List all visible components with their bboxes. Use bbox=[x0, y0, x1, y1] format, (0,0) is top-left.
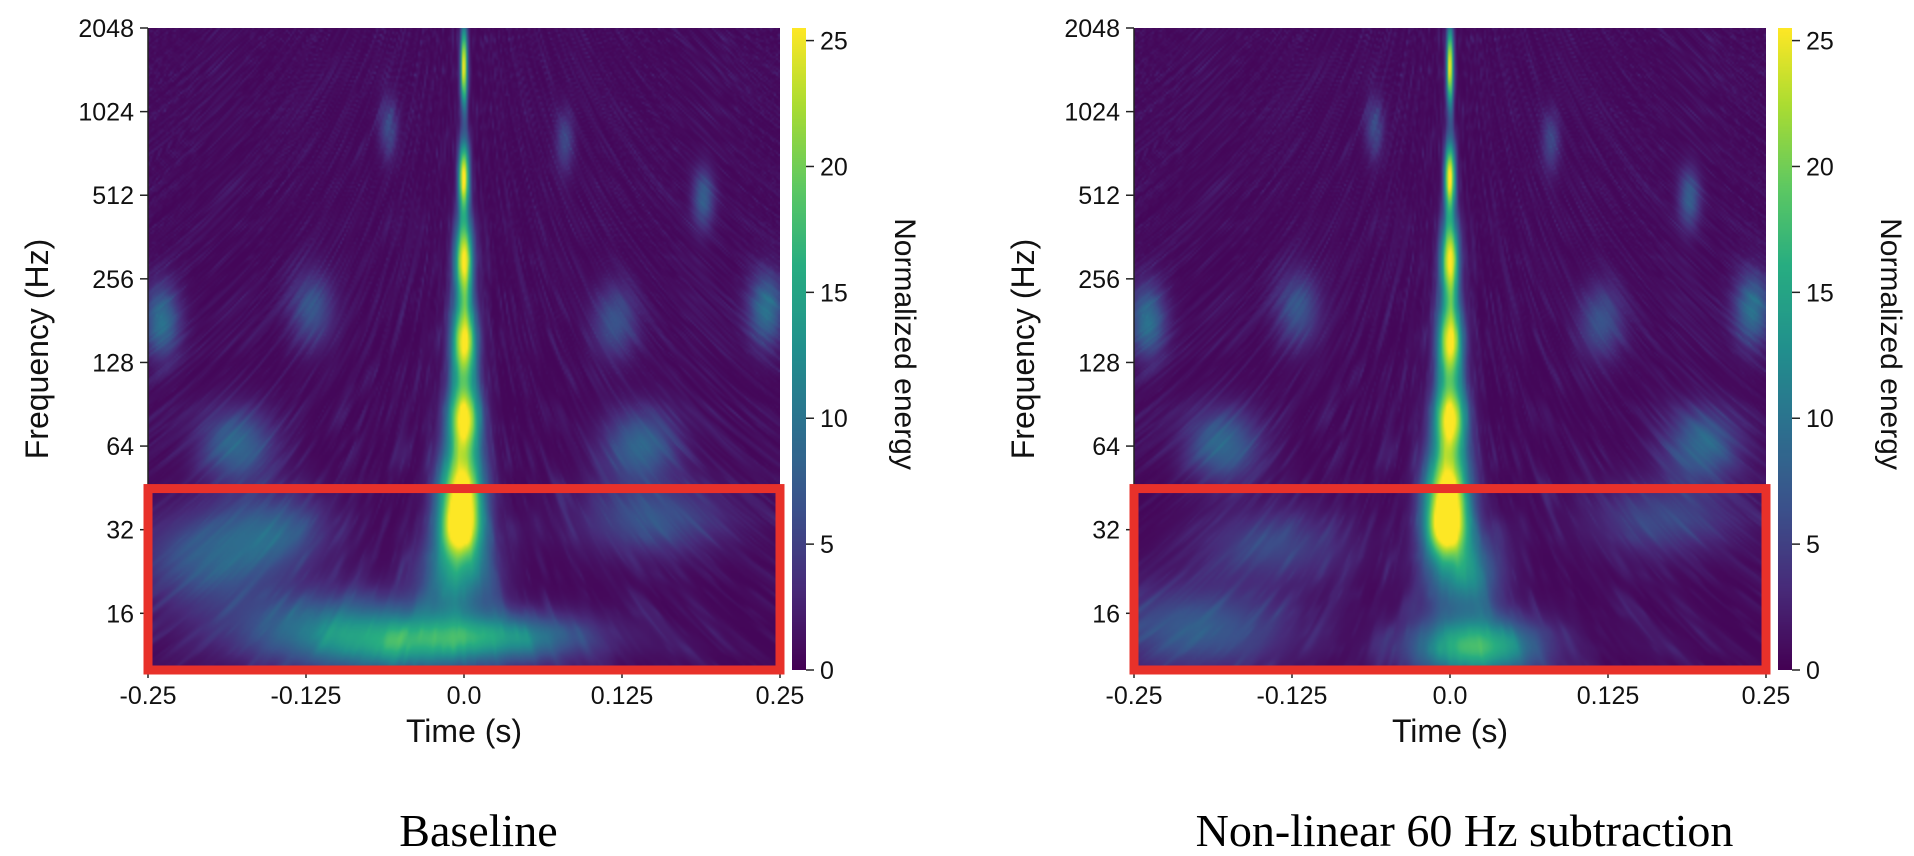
colorbar-gradient bbox=[792, 28, 806, 670]
y-tick-label: 128 bbox=[1078, 349, 1120, 377]
y-tick-label: 2048 bbox=[1064, 15, 1120, 43]
spectrogram-chart: -0.25 -0.125 0.0 0.125 0.25 2048 1024 512 256 128… bbox=[986, 0, 1914, 790]
colorbar-tick-label: 10 bbox=[1806, 405, 1834, 433]
x-axis-label: Time (s) bbox=[406, 713, 522, 749]
x-tick-label: 0.125 bbox=[1577, 682, 1640, 710]
y-tick-label: 64 bbox=[106, 433, 134, 461]
y-tick-label: 16 bbox=[106, 600, 134, 628]
colorbar-label: Normalized energy bbox=[1874, 218, 1907, 470]
x-tick-label: 0.0 bbox=[447, 682, 482, 710]
y-tick-label: 256 bbox=[1078, 266, 1120, 294]
y-tick-label: 1024 bbox=[1064, 99, 1120, 127]
spectrogram-panel-subtraction: -0.25 -0.125 0.0 0.125 0.25 2048 1024 512 256 128… bbox=[986, 0, 1914, 856]
y-tick-label: 32 bbox=[1092, 517, 1120, 545]
colorbar-tick-label: 5 bbox=[820, 531, 834, 559]
x-tick-label: -0.25 bbox=[120, 682, 177, 710]
y-axis-label: Frequency (Hz) bbox=[1005, 239, 1041, 460]
colorbar-tick-label: 20 bbox=[820, 153, 848, 181]
spectrogram-panel-baseline: -0.25 -0.125 0.0 0.125 0.25 2048 1024 512 256 128… bbox=[0, 0, 957, 856]
colorbar-tick-label: 20 bbox=[1806, 153, 1834, 181]
colorbar-tick-label: 15 bbox=[820, 279, 848, 307]
colorbar-tick-label: 15 bbox=[1806, 279, 1834, 307]
y-tick-label: 512 bbox=[1078, 182, 1120, 210]
y-tick-label: 512 bbox=[92, 182, 134, 210]
x-tick-label: 0.125 bbox=[591, 682, 654, 710]
x-tick-label: 0.25 bbox=[1742, 682, 1791, 710]
x-tick-label: -0.25 bbox=[1106, 682, 1163, 710]
colorbar-gradient bbox=[1778, 28, 1792, 670]
y-axis-label: Frequency (Hz) bbox=[19, 239, 55, 460]
x-tick-label: -0.125 bbox=[1257, 682, 1328, 710]
colorbar-tick-label: 10 bbox=[820, 405, 848, 433]
colorbar-label: Normalized energy bbox=[888, 218, 921, 470]
spectrogram-chart: -0.25 -0.125 0.0 0.125 0.25 2048 1024 512 256 128… bbox=[0, 0, 957, 790]
spectrogram-heatmap bbox=[148, 28, 780, 670]
colorbar-tick-label: 0 bbox=[820, 657, 834, 685]
y-tick-label: 64 bbox=[1092, 433, 1120, 461]
colorbar-tick-label: 25 bbox=[1806, 28, 1834, 56]
spectrogram-heatmap bbox=[1134, 28, 1766, 670]
y-tick-label: 32 bbox=[106, 517, 134, 545]
y-tick-label: 16 bbox=[1092, 600, 1120, 628]
colorbar-tick-label: 25 bbox=[820, 28, 848, 56]
x-tick-label: 0.25 bbox=[756, 682, 805, 710]
y-tick-label: 1024 bbox=[78, 99, 134, 127]
y-tick-label: 256 bbox=[92, 266, 134, 294]
x-tick-label: -0.125 bbox=[271, 682, 342, 710]
colorbar-tick-label: 5 bbox=[1806, 531, 1820, 559]
x-tick-label: 0.0 bbox=[1433, 682, 1468, 710]
y-tick-label: 2048 bbox=[78, 15, 134, 43]
panel-caption: Non-linear 60 Hz subtraction bbox=[986, 808, 1914, 854]
panel-caption: Baseline bbox=[0, 808, 957, 854]
y-tick-label: 128 bbox=[92, 349, 134, 377]
colorbar-tick-label: 0 bbox=[1806, 657, 1820, 685]
x-axis-label: Time (s) bbox=[1392, 713, 1508, 749]
